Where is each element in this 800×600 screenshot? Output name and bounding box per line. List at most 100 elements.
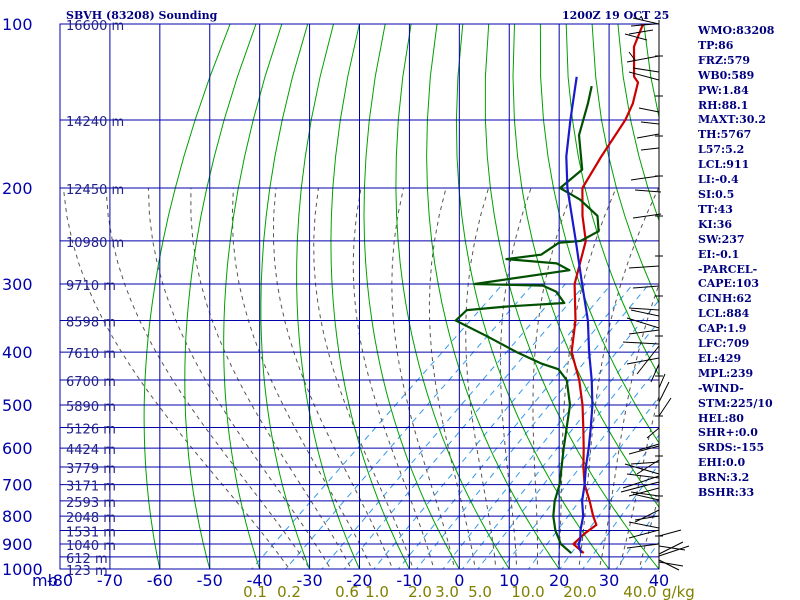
index-item: KI:36 bbox=[698, 217, 733, 231]
temperature-tick-label: -80 bbox=[47, 571, 73, 590]
dry-adiabat-line bbox=[184, 24, 257, 569]
mixing-ratio-line bbox=[527, 396, 659, 569]
height-label: 6700 m bbox=[66, 375, 116, 390]
index-item: LCL:884 bbox=[698, 307, 750, 321]
temperature-tick-label: -70 bbox=[97, 571, 123, 590]
moist-adiabat-line bbox=[62, 188, 290, 569]
moist-adiabat-line bbox=[190, 188, 352, 569]
height-label: 9710 m bbox=[66, 279, 116, 294]
temperature-tick-label: -60 bbox=[147, 571, 173, 590]
pressure-tick-label: 100 bbox=[2, 15, 33, 34]
dewpoint-profile bbox=[454, 85, 600, 554]
mixing-ratio-label: 40.0 bbox=[623, 583, 656, 600]
temperature-tick-label: 40 bbox=[649, 571, 669, 590]
mixing-ratio-line bbox=[415, 283, 650, 569]
index-item: SHR+:0.0 bbox=[698, 426, 758, 440]
mixing-ratio-lines bbox=[251, 283, 659, 569]
index-item: -PARCEL- bbox=[698, 262, 758, 276]
dry-adiabat-line bbox=[591, 24, 659, 304]
dry-adiabat-line bbox=[143, 24, 231, 569]
height-label: 8598 m bbox=[66, 316, 116, 331]
chart-title: SBVH (83208) Sounding bbox=[66, 9, 218, 22]
pressure-tick-label: 700 bbox=[2, 476, 33, 495]
moist-adiabat-line bbox=[532, 187, 574, 569]
dry-adiabat-line bbox=[484, 24, 659, 569]
temperature-tick-label: -20 bbox=[346, 571, 372, 590]
height-label: 1040 m bbox=[66, 539, 116, 554]
index-item: SRDS:-155 bbox=[698, 441, 765, 455]
moist-adiabat-line bbox=[578, 187, 659, 569]
dry-adiabat-line bbox=[512, 24, 659, 508]
temperature-tick-label: 30 bbox=[599, 571, 619, 590]
temperature-tick-label: -40 bbox=[247, 571, 273, 590]
mixing-ratio-line bbox=[397, 283, 634, 569]
temperature-profile bbox=[570, 24, 645, 554]
mixing-ratio-label: 0.2 bbox=[277, 583, 301, 600]
height-label: 3171 m bbox=[66, 480, 116, 495]
pressure-tick-label: 400 bbox=[2, 343, 33, 362]
moist-adiabat-line bbox=[272, 188, 394, 569]
moist-adiabat-line bbox=[352, 188, 435, 569]
dry-adiabat-line bbox=[426, 24, 560, 569]
index-item: LFC:709 bbox=[698, 337, 750, 351]
mixing-ratio-label: 20.0 bbox=[563, 583, 596, 600]
mixing-ratio-line bbox=[285, 283, 534, 569]
dry-adiabat-line bbox=[363, 24, 460, 569]
index-item: FRZ:579 bbox=[698, 53, 751, 67]
index-item: CINH:62 bbox=[698, 292, 752, 306]
moist-adiabat-line bbox=[618, 393, 659, 569]
mixing-ratio-line bbox=[343, 283, 586, 569]
index-item: SI:0.5 bbox=[698, 187, 735, 201]
pressure-temperature-grid bbox=[59, 23, 660, 570]
mixing-ratio-label: 0.1 bbox=[243, 583, 267, 600]
index-item: TT:43 bbox=[698, 202, 733, 216]
mixing-ratio-line bbox=[477, 337, 659, 569]
pressure-tick-label: 600 bbox=[2, 439, 33, 458]
dry-adiabat-line bbox=[296, 24, 361, 569]
mixing-ratio-label: 3.0 bbox=[435, 583, 459, 600]
pressure-tick-label: 1000 bbox=[2, 560, 43, 579]
pressure-tick-label: 900 bbox=[2, 535, 33, 554]
wind-barbs-profile bbox=[620, 16, 690, 572]
temperature-tick-label: 20 bbox=[549, 571, 569, 590]
mixing-ratio-label: 10.0 bbox=[511, 583, 544, 600]
moist-adiabat-line bbox=[105, 188, 311, 569]
temperature-tick-label: -50 bbox=[197, 571, 223, 590]
index-item: WB0:589 bbox=[698, 68, 755, 82]
mixing-ratio-line bbox=[442, 299, 659, 569]
index-item: SW:237 bbox=[698, 232, 745, 246]
index-item: L57:5.2 bbox=[698, 143, 745, 157]
height-label: 123 m bbox=[66, 564, 108, 579]
moist-adiabat-line bbox=[598, 282, 659, 569]
parcel-path bbox=[565, 76, 594, 554]
mixing-ratio-line bbox=[559, 434, 659, 569]
dry-adiabat-line bbox=[565, 24, 659, 377]
moist-adiabat-line bbox=[231, 188, 373, 569]
height-label: 5126 m bbox=[66, 422, 116, 437]
height-label: 16600 m bbox=[66, 19, 124, 34]
mixing-ratio-label: 5.0 bbox=[468, 583, 492, 600]
mixing-ratio-line bbox=[615, 507, 659, 569]
height-label: 7610 m bbox=[66, 347, 116, 362]
index-item: -WIND- bbox=[698, 381, 744, 395]
temperature-tick-label: 10 bbox=[499, 571, 519, 590]
height-label: 3779 m bbox=[66, 462, 116, 477]
temperature-tick-label: 0 bbox=[454, 571, 464, 590]
mixing-ratio-line bbox=[639, 541, 659, 569]
index-item: MPL:239 bbox=[698, 366, 754, 380]
index-item: HEL:80 bbox=[698, 411, 744, 425]
mixing-ratio-line bbox=[373, 283, 612, 569]
height-label: 1531 m bbox=[66, 526, 116, 541]
mixing-ratio-line bbox=[321, 283, 566, 569]
dry-adiabat-line bbox=[223, 24, 283, 569]
mixing-ratio-label: g/kg bbox=[662, 583, 695, 600]
pressure-tick-label: 300 bbox=[2, 275, 33, 294]
height-label: 2593 m bbox=[66, 496, 116, 511]
height-label: 12450 m bbox=[66, 183, 124, 198]
index-item: MAXT:30.2 bbox=[698, 113, 766, 127]
mixing-ratio-label: 1.0 bbox=[365, 583, 389, 600]
height-label: 612 m bbox=[66, 552, 108, 567]
pressure-tick-label: 200 bbox=[2, 179, 33, 198]
moist-adiabat-line bbox=[147, 188, 332, 569]
